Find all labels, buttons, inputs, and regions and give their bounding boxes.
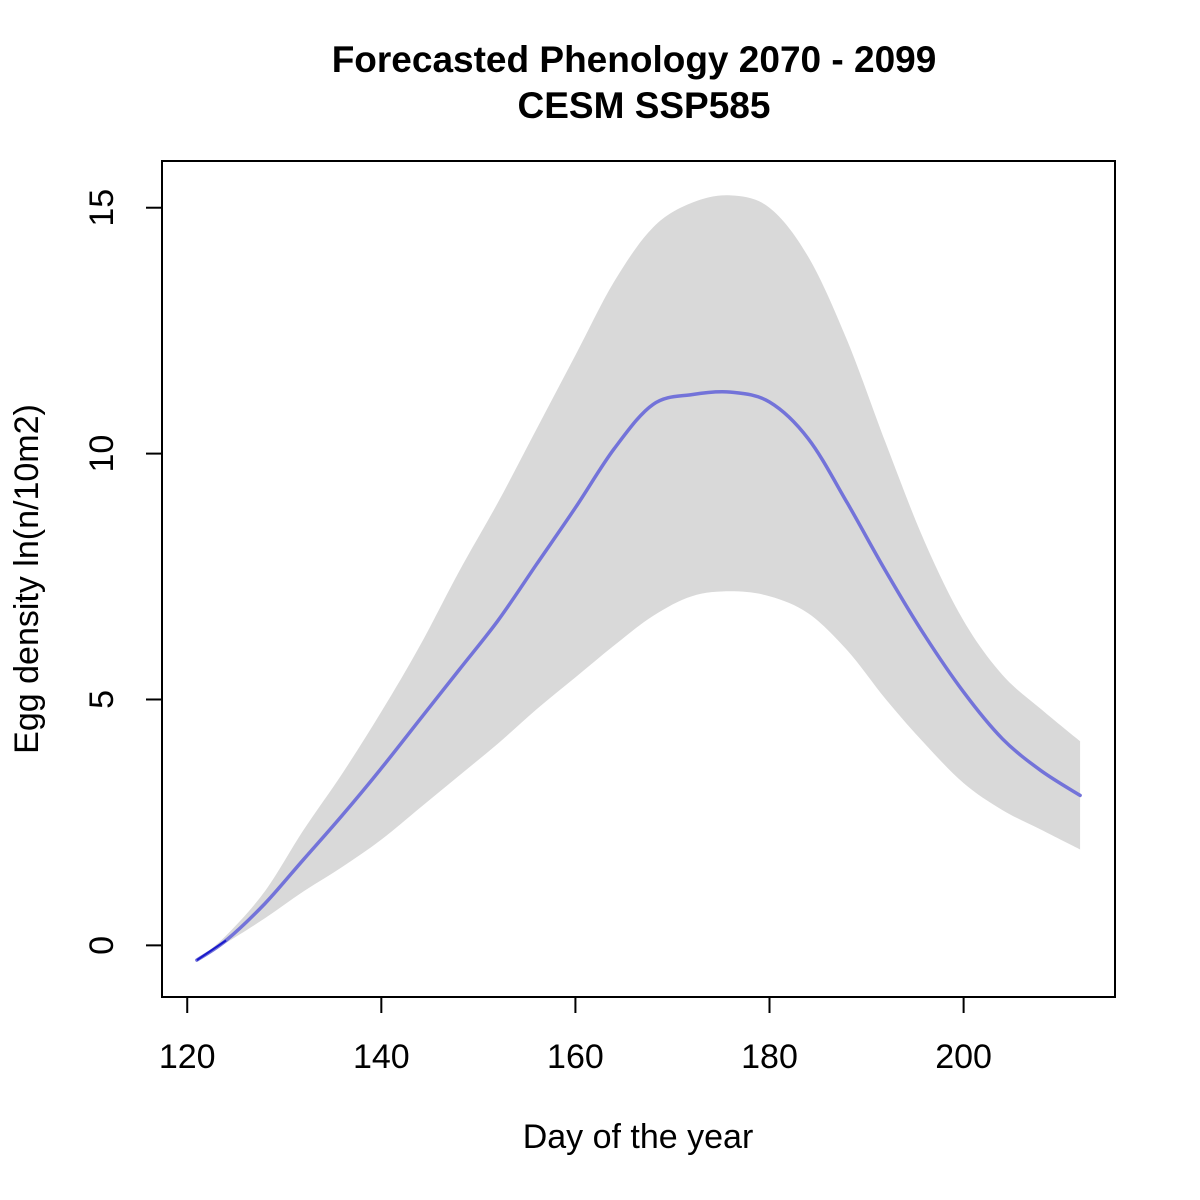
y-tick-label: 10 <box>83 435 121 473</box>
chart-title: Forecasted Phenology 2070 - 2099 <box>332 39 937 80</box>
x-axis-label: Day of the year <box>523 1118 754 1156</box>
plot-area <box>195 195 1082 962</box>
chart-subtitle: CESM SSP585 <box>518 85 771 126</box>
y-axis-label: Egg density ln(n/10m2) <box>8 404 46 754</box>
x-tick-label: 140 <box>353 1038 410 1076</box>
y-axis: 0 5 10 15 <box>83 189 163 955</box>
x-tick-label: 160 <box>547 1038 604 1076</box>
x-tick-label: 180 <box>741 1038 798 1076</box>
y-tick-label: 5 <box>83 690 121 709</box>
x-tick-label: 120 <box>159 1038 216 1076</box>
x-axis: 120 140 160 180 200 <box>159 996 992 1076</box>
confidence-band <box>196 195 1081 961</box>
x-tick-label: 200 <box>935 1038 992 1076</box>
mean-line-start <box>196 939 227 961</box>
y-tick-label: 0 <box>83 936 121 955</box>
mean-line <box>195 389 1082 962</box>
y-tick-label: 15 <box>83 189 121 227</box>
